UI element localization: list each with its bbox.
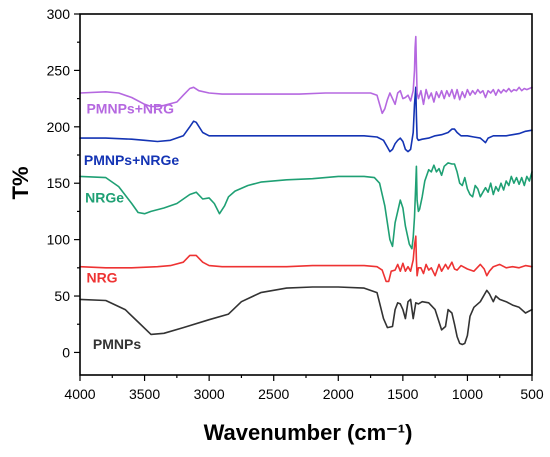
x-tick-label: 2500 bbox=[258, 386, 289, 402]
series-label-nrg: NRG bbox=[86, 269, 117, 285]
x-tick-label: 3500 bbox=[129, 386, 160, 402]
y-axis-title: T% bbox=[8, 167, 33, 200]
y-tick-label: 100 bbox=[47, 232, 71, 248]
series-line-nrg bbox=[79, 235, 533, 283]
x-tick-label: 1000 bbox=[452, 386, 483, 402]
y-tick-label: 200 bbox=[47, 119, 71, 135]
series-line-pmnps-nrge bbox=[79, 86, 533, 153]
series-label-pmnps-nrg: PMNPs+NRG bbox=[86, 100, 174, 116]
x-tick-label: 1500 bbox=[387, 386, 418, 402]
y-tick-label: 50 bbox=[54, 288, 70, 304]
series-layer bbox=[79, 35, 533, 346]
x-tick-label: 4000 bbox=[64, 386, 95, 402]
series-label-nrge: NRGe bbox=[85, 189, 124, 205]
y-tick-label: 300 bbox=[47, 6, 71, 22]
series-line-pmnps bbox=[79, 286, 533, 346]
x-tick-label: 500 bbox=[520, 386, 544, 402]
plot-frame bbox=[79, 13, 533, 376]
series-label-pmnps-nrge: PMNPs+NRGe bbox=[84, 152, 180, 168]
y-tick-label: 0 bbox=[62, 344, 70, 360]
series-line-nrge bbox=[79, 162, 533, 250]
series-line-pmnps-nrg bbox=[79, 35, 533, 115]
series-labels-layer: PMNPs NRG NRGe PMNPs+NRGe PMNPs+NRG bbox=[84, 100, 180, 352]
x-tick-label: 2000 bbox=[323, 386, 354, 402]
x-axis-title: Wavenumber (cm⁻¹) bbox=[204, 420, 413, 445]
axes-layer: 4000 3500 3000 2500 2000 1500 1000 500 0 50 100 150… bbox=[47, 6, 544, 402]
series-label-pmnps: PMNPs bbox=[93, 336, 141, 352]
y-tick-label: 150 bbox=[47, 175, 71, 191]
x-tick-label: 3000 bbox=[194, 386, 225, 402]
y-tick-label: 250 bbox=[47, 62, 71, 78]
